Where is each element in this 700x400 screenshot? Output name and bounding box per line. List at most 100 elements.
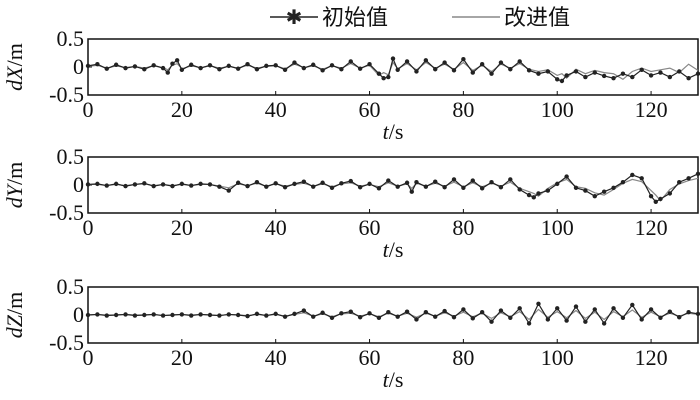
data-point-initial <box>390 56 396 61</box>
data-point-initial <box>479 186 485 191</box>
data-point-initial <box>498 185 504 190</box>
data-point-initial <box>170 61 175 66</box>
data-point-initial <box>658 196 663 202</box>
data-point-initial <box>630 74 635 80</box>
data-point-initial <box>433 67 438 72</box>
data-point-initial <box>489 319 494 324</box>
x-tick-label: 60 <box>359 345 381 370</box>
data-point-initial <box>132 182 138 187</box>
data-point-initial <box>367 311 372 316</box>
y-tick-label: 0 <box>73 302 84 327</box>
data-point-initial <box>170 183 175 189</box>
data-point-initial <box>573 185 579 190</box>
data-point-initial <box>123 65 128 71</box>
data-point-initial <box>113 312 119 318</box>
data-point-initial <box>695 311 700 317</box>
data-point-initial <box>264 184 269 189</box>
data-point-initial <box>451 315 457 320</box>
x-tick-label: 120 <box>635 97 668 122</box>
legend-star-marker: ✱ <box>286 5 303 29</box>
data-point-initial <box>160 313 166 318</box>
data-point-initial <box>311 314 316 319</box>
data-point-initial <box>404 180 410 185</box>
data-point-initial <box>386 178 391 183</box>
data-point-initial <box>123 183 128 189</box>
data-point-initial <box>433 314 438 319</box>
data-point-initial <box>301 179 307 184</box>
data-point-initial <box>386 310 391 315</box>
data-point-initial <box>311 62 316 67</box>
data-point-initial <box>282 314 288 319</box>
data-point-initial <box>559 78 565 84</box>
data-point-initial <box>235 66 241 71</box>
data-point-initial <box>508 67 513 72</box>
data-point-initial <box>357 185 363 190</box>
legend: ✱ 初始值 改进值 <box>270 5 570 31</box>
data-point-initial <box>301 308 307 313</box>
data-point-initial <box>273 181 278 186</box>
data-point-initial <box>536 71 541 76</box>
data-point-initial <box>489 180 494 185</box>
data-point-initial <box>414 69 419 74</box>
data-point-initial <box>686 310 691 315</box>
data-point-initial <box>357 315 363 320</box>
data-point-initial <box>630 302 635 308</box>
data-point-initial <box>686 176 691 181</box>
data-point-initial <box>611 76 616 81</box>
data-point-initial <box>85 182 91 187</box>
data-point-initial <box>104 66 109 71</box>
data-point-initial <box>433 179 438 184</box>
data-point-initial <box>601 73 607 79</box>
data-point-initial <box>545 188 551 193</box>
data-point-initial <box>165 70 170 75</box>
x-tick-label: 0 <box>83 97 94 122</box>
data-point-initial <box>132 313 138 318</box>
data-point-initial <box>451 68 457 73</box>
y-tick-label: 0.5 <box>57 26 85 51</box>
x-tick-label: 100 <box>541 215 574 240</box>
data-point-initial <box>245 61 250 67</box>
data-point-initial <box>423 184 429 189</box>
y-axis-label: dX/m <box>2 43 27 91</box>
data-point-initial <box>245 313 250 319</box>
y-tick-label: -0.5 <box>49 82 84 107</box>
x-tick-label: 120 <box>635 215 668 240</box>
data-point-initial <box>536 301 541 306</box>
data-point-initial <box>601 321 607 326</box>
data-point-initial <box>555 77 560 82</box>
data-point-initial <box>442 60 447 65</box>
x-axis-label: t/s <box>383 367 404 392</box>
data-point-initial <box>526 68 532 73</box>
x-tick-label: 20 <box>171 97 193 122</box>
data-point-initial <box>667 309 673 314</box>
data-point-initial <box>479 310 485 315</box>
data-point-initial <box>329 315 335 320</box>
x-tick-label: 40 <box>265 97 287 122</box>
data-point-initial <box>386 74 391 80</box>
data-point-initial <box>113 62 119 67</box>
data-point-initial <box>451 177 457 182</box>
data-point-initial <box>555 181 560 187</box>
data-point-initial <box>264 63 269 69</box>
legend-label-initial: 初始值 <box>322 6 388 31</box>
data-point-initial <box>113 181 119 187</box>
data-point-initial <box>381 76 386 81</box>
data-point-initial <box>189 183 194 188</box>
data-point-initial <box>217 313 222 318</box>
series-line-initial <box>87 302 699 325</box>
data-point-initial <box>254 67 260 72</box>
data-point-initial <box>423 310 429 315</box>
x-axis-label: t/s <box>383 119 404 144</box>
data-point-initial <box>648 73 654 78</box>
data-point-initial <box>292 60 297 65</box>
data-point-initial <box>677 315 682 320</box>
data-point-initial <box>648 307 654 312</box>
data-point-initial <box>517 59 522 64</box>
data-point-initial <box>329 185 335 190</box>
data-point-initial <box>470 178 475 183</box>
y-tick-label: -0.5 <box>49 330 84 355</box>
data-point-initial <box>601 189 607 194</box>
x-tick-label: 0 <box>83 345 94 370</box>
x-tick-label: 20 <box>171 215 193 240</box>
